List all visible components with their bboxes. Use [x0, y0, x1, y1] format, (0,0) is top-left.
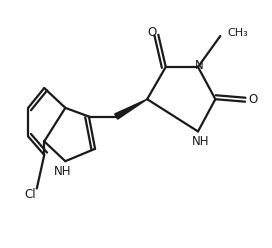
Text: O: O	[248, 93, 257, 106]
Text: O: O	[147, 26, 157, 39]
Text: CH₃: CH₃	[228, 29, 249, 38]
Text: NH: NH	[192, 135, 209, 148]
Polygon shape	[115, 99, 147, 119]
Text: NH: NH	[54, 165, 72, 178]
Text: N: N	[195, 59, 204, 72]
Text: Cl: Cl	[25, 188, 36, 201]
